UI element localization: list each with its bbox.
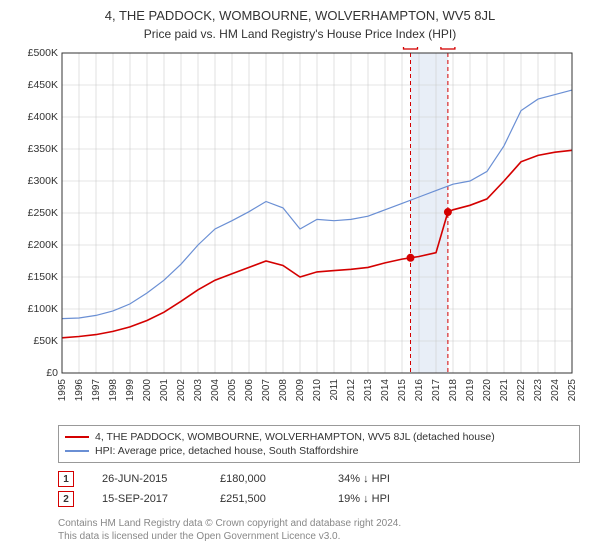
marker-date: 26-JUN-2015 bbox=[102, 473, 192, 485]
chart-title-line1: 4, THE PADDOCK, WOMBOURNE, WOLVERHAMPTON… bbox=[0, 0, 600, 23]
marker-price: £251,500 bbox=[220, 493, 310, 505]
svg-text:2022: 2022 bbox=[516, 379, 527, 402]
svg-text:2000: 2000 bbox=[142, 379, 153, 402]
svg-text:£0: £0 bbox=[46, 367, 58, 379]
legend: 4, THE PADDOCK, WOMBOURNE, WOLVERHAMPTON… bbox=[58, 425, 580, 463]
footer-attribution: Contains HM Land Registry data © Crown c… bbox=[58, 517, 580, 543]
svg-text:2019: 2019 bbox=[465, 379, 476, 402]
legend-row: HPI: Average price, detached house, Sout… bbox=[65, 444, 573, 458]
svg-text:1997: 1997 bbox=[91, 379, 102, 402]
marker-delta: 34% ↓ HPI bbox=[338, 473, 428, 485]
svg-text:2015: 2015 bbox=[397, 379, 408, 402]
legend-swatch bbox=[65, 436, 89, 438]
svg-text:2: 2 bbox=[445, 47, 451, 50]
svg-text:2023: 2023 bbox=[533, 379, 544, 402]
marker-row: 2 15-SEP-2017 £251,500 19% ↓ HPI bbox=[58, 489, 580, 509]
svg-text:£300K: £300K bbox=[28, 175, 58, 187]
svg-text:2017: 2017 bbox=[431, 379, 442, 402]
svg-text:£350K: £350K bbox=[28, 143, 58, 155]
legend-label: 4, THE PADDOCK, WOMBOURNE, WOLVERHAMPTON… bbox=[95, 431, 495, 443]
marker-delta: 19% ↓ HPI bbox=[338, 493, 428, 505]
svg-text:2003: 2003 bbox=[193, 379, 204, 402]
svg-text:£150K: £150K bbox=[28, 271, 58, 283]
svg-text:2006: 2006 bbox=[244, 379, 255, 402]
svg-text:1: 1 bbox=[408, 47, 414, 50]
footer-line1: Contains HM Land Registry data © Crown c… bbox=[58, 517, 580, 530]
svg-text:2001: 2001 bbox=[159, 379, 170, 402]
svg-text:2014: 2014 bbox=[380, 379, 391, 402]
svg-text:£250K: £250K bbox=[28, 207, 58, 219]
svg-text:2011: 2011 bbox=[329, 379, 340, 401]
svg-text:2016: 2016 bbox=[414, 379, 425, 402]
marker-table: 1 26-JUN-2015 £180,000 34% ↓ HPI 2 15-SEP-201… bbox=[58, 469, 580, 509]
svg-text:1999: 1999 bbox=[125, 379, 136, 402]
marker-number-box: 2 bbox=[58, 491, 74, 507]
svg-text:£450K: £450K bbox=[28, 79, 58, 91]
svg-text:2021: 2021 bbox=[499, 379, 510, 402]
svg-text:2024: 2024 bbox=[550, 379, 561, 402]
legend-swatch bbox=[65, 450, 89, 452]
footer-line2: This data is licensed under the Open Gov… bbox=[58, 530, 580, 543]
svg-text:2005: 2005 bbox=[227, 379, 238, 402]
svg-text:2009: 2009 bbox=[295, 379, 306, 402]
chart-title-line2: Price paid vs. HM Land Registry's House … bbox=[0, 23, 600, 47]
chart-area: £0 £50K £100K £150K £200K £250K £300K £350K £400… bbox=[20, 47, 580, 417]
svg-text:2012: 2012 bbox=[346, 379, 357, 402]
svg-text:£400K: £400K bbox=[28, 111, 58, 123]
svg-text:2010: 2010 bbox=[312, 379, 323, 402]
svg-text:2018: 2018 bbox=[448, 379, 459, 402]
svg-text:2025: 2025 bbox=[567, 379, 578, 402]
line-chart: £0 £50K £100K £150K £200K £250K £300K £350K £400… bbox=[20, 47, 580, 417]
svg-text:2004: 2004 bbox=[210, 379, 221, 402]
svg-text:2008: 2008 bbox=[278, 379, 289, 402]
svg-text:1996: 1996 bbox=[74, 379, 85, 402]
marker-price: £180,000 bbox=[220, 473, 310, 485]
svg-text:£500K: £500K bbox=[28, 47, 58, 59]
svg-text:£50K: £50K bbox=[33, 335, 58, 347]
svg-text:2020: 2020 bbox=[482, 379, 493, 402]
legend-row: 4, THE PADDOCK, WOMBOURNE, WOLVERHAMPTON… bbox=[65, 430, 573, 444]
legend-label: HPI: Average price, detached house, Sout… bbox=[95, 445, 358, 457]
svg-text:2002: 2002 bbox=[176, 379, 187, 402]
marker-date: 15-SEP-2017 bbox=[102, 493, 192, 505]
marker-row: 1 26-JUN-2015 £180,000 34% ↓ HPI bbox=[58, 469, 580, 489]
svg-text:2013: 2013 bbox=[363, 379, 374, 402]
svg-text:£100K: £100K bbox=[28, 303, 58, 315]
svg-text:2007: 2007 bbox=[261, 379, 272, 402]
svg-text:1995: 1995 bbox=[57, 379, 68, 402]
svg-text:£200K: £200K bbox=[28, 239, 58, 251]
marker-number-box: 1 bbox=[58, 471, 74, 487]
svg-text:1998: 1998 bbox=[108, 379, 119, 402]
